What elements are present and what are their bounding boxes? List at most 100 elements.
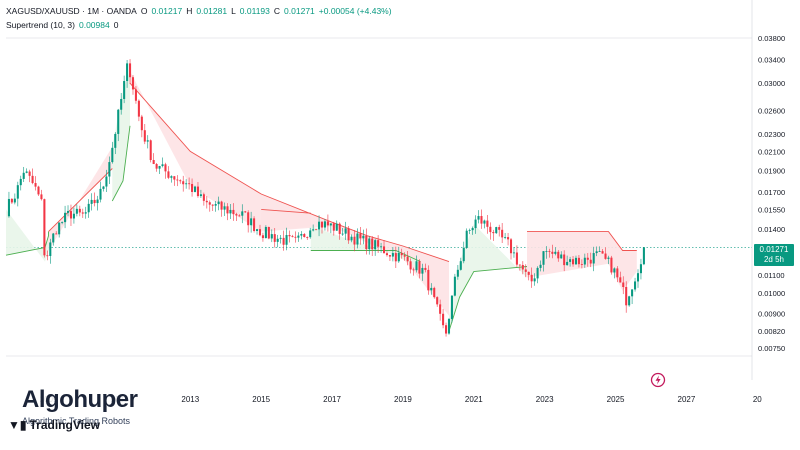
- candle-body: [409, 261, 412, 270]
- candle-body: [232, 209, 235, 215]
- candle-body: [335, 223, 338, 231]
- x-tick-label: 2021: [465, 395, 483, 404]
- candle-body: [350, 236, 353, 241]
- candle-body: [589, 259, 592, 264]
- x-tick-label: 2013: [181, 395, 199, 404]
- candle-body: [258, 229, 262, 236]
- candle-body: [217, 201, 220, 205]
- y-tick-label: 0.02100: [758, 147, 785, 156]
- candle-body: [134, 89, 137, 101]
- candle-body: [300, 234, 303, 236]
- candle-body: [7, 198, 10, 217]
- candle-body: [326, 221, 329, 226]
- y-tick-label: 0.01100: [758, 271, 785, 280]
- candle-body: [282, 237, 285, 245]
- candle-body: [642, 247, 645, 265]
- candle-body: [507, 237, 510, 240]
- candle-body: [436, 297, 439, 305]
- y-tick-label: 0.00820: [758, 327, 785, 336]
- candle-body: [238, 215, 241, 217]
- candle-body: [267, 226, 270, 239]
- y-tick-label: 0.03800: [758, 34, 785, 43]
- candle-body: [261, 235, 264, 239]
- supertrend-fill: [48, 146, 113, 251]
- candle-body: [223, 206, 226, 210]
- candle-body: [196, 186, 199, 197]
- indicator-extra: 0: [113, 20, 119, 30]
- y-tick-label: 0.00900: [758, 309, 785, 318]
- candle-body: [613, 268, 616, 273]
- candle-body: [592, 253, 595, 264]
- candle-body: [397, 252, 400, 262]
- candle-body: [580, 264, 583, 265]
- candle-body: [471, 228, 474, 231]
- close-value: 0.01271: [284, 6, 315, 16]
- candle-body: [368, 238, 371, 250]
- candle-body: [255, 229, 259, 231]
- candle-body: [55, 233, 58, 235]
- candle-body: [199, 194, 202, 197]
- candle-body: [495, 227, 498, 234]
- candle-body: [634, 281, 637, 290]
- candle-body: [288, 235, 291, 237]
- candle-body: [81, 212, 84, 214]
- candle-body: [385, 253, 389, 256]
- low-label: L: [231, 6, 236, 16]
- candle-body: [279, 237, 282, 239]
- candle-body: [303, 234, 306, 238]
- candle-body: [418, 261, 421, 274]
- candle-body: [105, 176, 108, 187]
- candle-body: [338, 223, 341, 234]
- x-tick-label: 2023: [536, 395, 554, 404]
- candle-body: [571, 259, 575, 265]
- candle-body: [312, 229, 315, 231]
- watermark-title: Algohuper: [22, 386, 138, 413]
- supertrend-line: [48, 168, 113, 232]
- candle-body: [294, 236, 297, 238]
- supertrend-line: [448, 266, 528, 332]
- y-tick-label: 0.02300: [758, 130, 785, 139]
- candle-body: [480, 216, 483, 224]
- candle-body: [551, 251, 554, 254]
- y-tick-label: 0.01400: [758, 225, 785, 234]
- candle-body: [486, 220, 489, 227]
- lightning-icon[interactable]: [650, 372, 666, 388]
- candle-body: [273, 234, 276, 242]
- candle-body: [518, 264, 521, 266]
- candle-body: [604, 253, 607, 259]
- candle-body: [598, 251, 601, 252]
- candle-body: [353, 236, 356, 245]
- candle-body: [297, 235, 300, 238]
- candle-body: [400, 252, 403, 256]
- candle-body: [442, 313, 445, 326]
- supertrend-fill: [130, 71, 449, 316]
- candle-body: [137, 100, 140, 117]
- tradingview-logo[interactable]: ▼▮ TradingView: [8, 418, 100, 432]
- supertrend-line: [129, 82, 450, 263]
- candle-body: [548, 251, 551, 252]
- candle-body: [276, 238, 279, 242]
- candle-body: [202, 194, 205, 201]
- candle-body: [524, 269, 527, 272]
- candle-body: [439, 304, 442, 314]
- candle-body: [173, 176, 176, 180]
- candle-body: [161, 164, 164, 167]
- candle-body: [87, 203, 90, 213]
- candle-body: [329, 223, 332, 226]
- candle-body: [406, 256, 409, 262]
- candle-body: [185, 183, 188, 185]
- symbol-label[interactable]: XAGUSD/XAUUSD · 1M · OANDA: [6, 6, 137, 16]
- candle-body: [16, 185, 19, 199]
- candle-body: [78, 208, 81, 213]
- candle-body: [111, 147, 114, 163]
- tradingview-icon: ▼▮: [8, 418, 27, 432]
- x-tick-label: 2019: [394, 395, 412, 404]
- candle-body: [492, 232, 495, 234]
- last-price-tag: 0.01271 2d 5h: [754, 244, 794, 266]
- candle-body: [459, 261, 462, 270]
- indicator-label[interactable]: Supertrend (10, 3): [6, 20, 75, 30]
- candle-body: [10, 198, 13, 203]
- y-tick-label: 0.00750: [758, 344, 785, 353]
- supertrend-fill: [261, 209, 311, 232]
